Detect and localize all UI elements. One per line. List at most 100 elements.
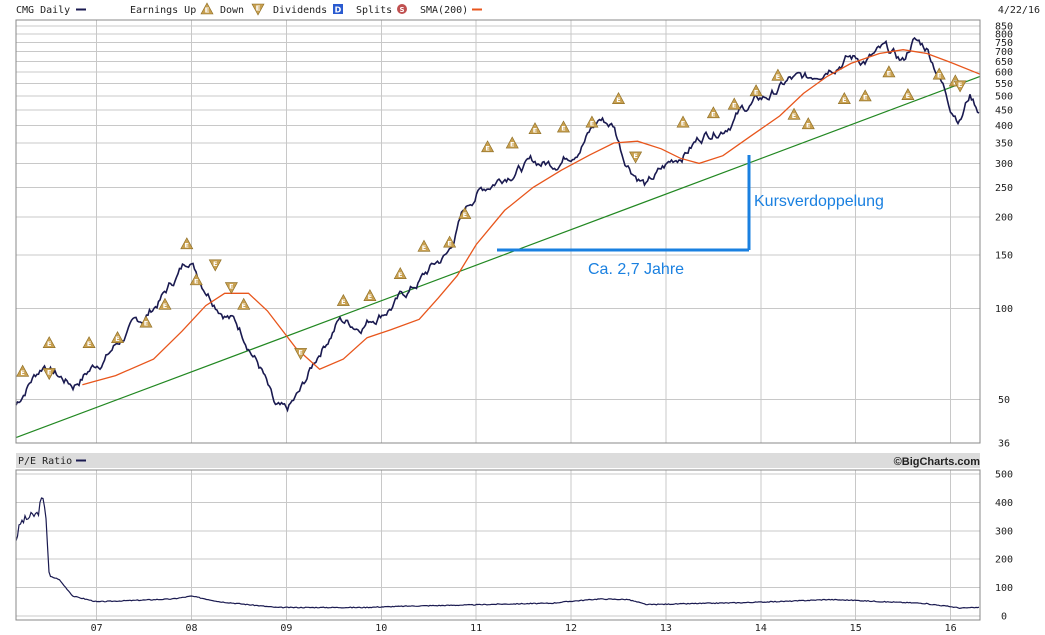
earnings-up-mark: E xyxy=(237,297,251,310)
sma-line xyxy=(82,49,981,386)
earnings-down-mark: E xyxy=(629,151,643,164)
svg-text:E: E xyxy=(115,335,119,343)
earnings-up-mark: E xyxy=(336,293,350,306)
earnings-up-mark: E xyxy=(393,267,407,279)
earnings-up-mark: E xyxy=(458,206,472,219)
svg-text:E: E xyxy=(863,93,867,101)
earnings-up-mark: E xyxy=(801,117,815,129)
earnings-up-mark: E xyxy=(505,136,519,149)
earnings-down-mark: E xyxy=(224,282,238,295)
legend-earnings-up-label: Earnings Up xyxy=(130,5,196,16)
price-y-tick-label: 250 xyxy=(995,183,1013,194)
svg-text:E: E xyxy=(20,369,24,377)
svg-text:E: E xyxy=(681,120,685,128)
x-tick-label: 10 xyxy=(375,623,387,634)
x-axis: 07 08 09 10 11 12 13 14 15 16 xyxy=(91,623,957,634)
earnings-up-mark: E xyxy=(771,68,785,81)
svg-text:E: E xyxy=(241,302,245,310)
pe-frame xyxy=(15,469,981,621)
svg-text:E: E xyxy=(398,271,402,279)
pe-panel: 0 100 200 300 400 500 xyxy=(15,469,1013,623)
earnings-up-mark: E xyxy=(932,67,946,80)
svg-text:E: E xyxy=(163,302,167,310)
svg-text:E: E xyxy=(47,368,51,376)
pe-y-tick-label: 0 xyxy=(1001,612,1007,623)
earnings-up-mark: E xyxy=(858,89,872,101)
price-y-tick-label: 400 xyxy=(995,121,1013,132)
svg-text:S: S xyxy=(399,6,404,14)
earnings-up-legend-icon: E xyxy=(200,2,214,15)
earnings-down-mark: E xyxy=(208,259,222,272)
svg-text:E: E xyxy=(792,112,796,120)
svg-text:E: E xyxy=(422,244,426,252)
earnings-down-mark: E xyxy=(953,80,967,93)
price-grid xyxy=(16,20,980,444)
svg-text:E: E xyxy=(533,126,537,134)
x-tick-label: 14 xyxy=(755,623,767,634)
svg-text:E: E xyxy=(776,73,780,81)
price-y-tick-label: 100 xyxy=(995,304,1013,315)
credit-label: ©BigCharts.com xyxy=(894,456,981,468)
x-tick-label: 12 xyxy=(565,623,577,634)
price-y-tick-label: 750 xyxy=(995,38,1013,49)
legend-dividends-label: Dividends xyxy=(273,5,327,16)
price-y-tick-label: 300 xyxy=(995,159,1013,170)
earnings-down-mark: E xyxy=(294,348,308,361)
svg-text:E: E xyxy=(185,241,189,249)
x-tick-label: 13 xyxy=(660,623,672,634)
earnings-up-mark: E xyxy=(528,122,542,134)
price-y-tick-label: 550 xyxy=(995,79,1013,90)
earnings-up-mark: E xyxy=(611,92,626,104)
earnings-up-mark: E xyxy=(727,97,741,110)
earnings-up-mark: E xyxy=(706,106,720,118)
price-y-tick-label: 50 xyxy=(998,395,1010,406)
svg-text:E: E xyxy=(341,298,345,306)
price-y-tick-label: 150 xyxy=(995,250,1013,261)
earnings-up-mark: E xyxy=(556,120,570,133)
pe-series-layer xyxy=(15,497,980,610)
svg-text:E: E xyxy=(633,152,637,160)
svg-text:E: E xyxy=(754,88,758,96)
price-y-tick-label: 600 xyxy=(995,67,1013,78)
svg-text:E: E xyxy=(510,141,514,149)
earnings-up-mark: E xyxy=(16,364,30,377)
trendline-layer xyxy=(15,75,981,439)
doubling-annotation: Kursverdoppelung xyxy=(754,193,884,210)
price-y-tick-label: 650 xyxy=(995,57,1013,68)
svg-text:E: E xyxy=(368,293,372,301)
earnings-up-mark: E xyxy=(158,297,172,310)
svg-text:E: E xyxy=(732,102,736,110)
earnings-up-mark: E xyxy=(363,289,377,301)
pe-grid xyxy=(16,470,980,620)
price-y-tick-label: 450 xyxy=(995,105,1013,116)
svg-text:E: E xyxy=(906,92,910,100)
pe-header-bar xyxy=(16,453,980,468)
svg-text:E: E xyxy=(616,96,620,104)
svg-text:E: E xyxy=(194,277,198,285)
x-tick-label: 08 xyxy=(186,623,198,634)
price-line xyxy=(15,36,980,413)
earnings-up-mark: E xyxy=(417,239,431,252)
legend-splits-label: Splits xyxy=(356,5,392,16)
earnings-up-mark: E xyxy=(882,65,896,77)
price-y-tick-label: 850 xyxy=(995,22,1013,33)
legend-sma-label: SMA(200) xyxy=(420,5,468,16)
pe-y-tick-label: 200 xyxy=(995,555,1013,566)
x-tick-label: 07 xyxy=(91,623,103,634)
svg-text:E: E xyxy=(887,69,891,77)
earnings-down-legend-icon: E xyxy=(251,3,265,16)
svg-text:E: E xyxy=(256,5,261,13)
svg-text:E: E xyxy=(463,211,467,219)
earnings-up-mark: E xyxy=(42,336,56,348)
price-y-tick-label: 800 xyxy=(995,29,1013,40)
svg-text:E: E xyxy=(958,81,962,89)
price-panel: 36 50 100 150 200 250 300 350 400 450 500550600650… xyxy=(15,19,1013,450)
svg-text:E: E xyxy=(561,125,565,133)
pe-y-axis: 0 100 200 300 400 500 xyxy=(995,470,1013,623)
earnings-up-mark: E xyxy=(180,237,194,249)
svg-text:E: E xyxy=(47,340,51,348)
earnings-up-mark: E xyxy=(481,140,495,152)
svg-text:E: E xyxy=(485,144,489,152)
price-frame xyxy=(15,19,981,444)
svg-text:E: E xyxy=(711,110,715,118)
